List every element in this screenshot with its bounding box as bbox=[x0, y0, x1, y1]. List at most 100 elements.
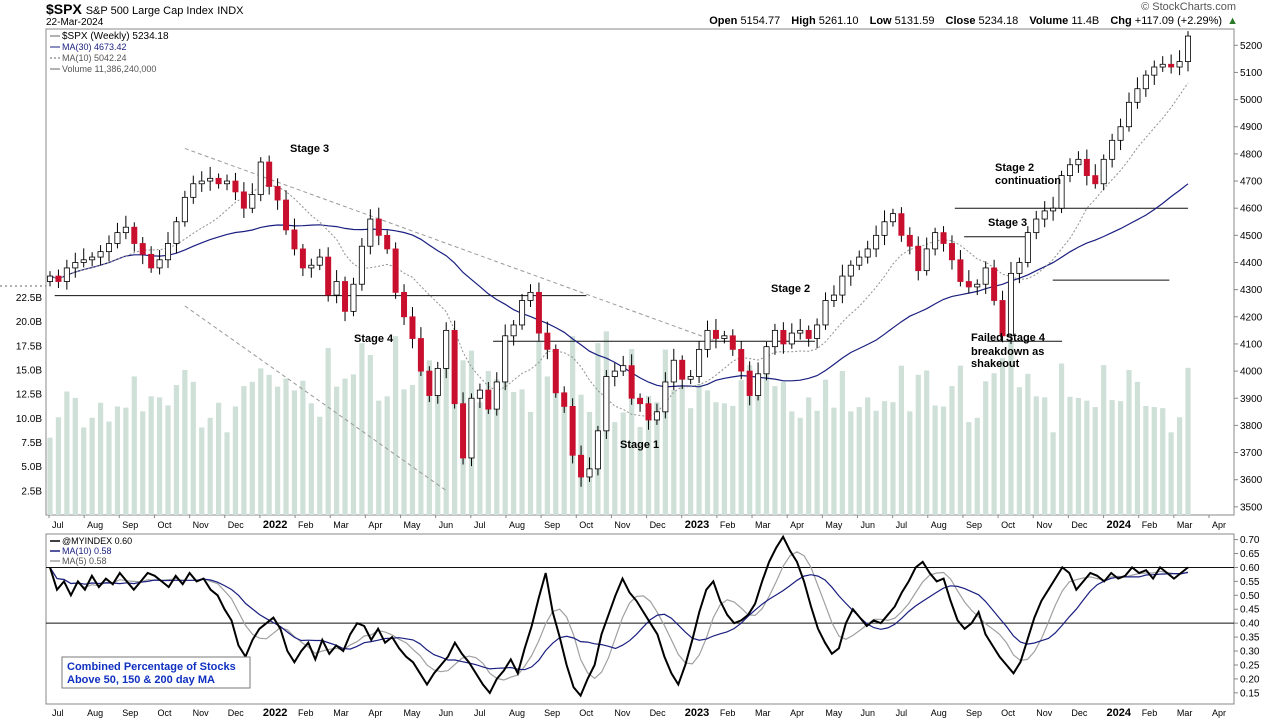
volume-bar bbox=[443, 347, 449, 515]
x-axis-label: Dec bbox=[228, 708, 245, 718]
candle-body bbox=[1159, 63, 1166, 68]
candle-body bbox=[586, 468, 593, 478]
candle-body bbox=[1142, 74, 1149, 90]
candle-body bbox=[755, 373, 762, 396]
indicator-panel: Jul Aug Sep Oct Nov Dec 2022 Feb Mar Apr May Jun Jul… bbox=[45, 533, 1260, 719]
candle-body bbox=[898, 213, 905, 236]
volume-bar bbox=[999, 358, 1006, 515]
indicator-tick-label: 0.50 bbox=[1240, 591, 1260, 602]
price-tick-label: 5100 bbox=[1240, 68, 1263, 79]
candle-body bbox=[156, 259, 163, 269]
x-axis-label: May bbox=[825, 708, 843, 718]
candle-body bbox=[165, 243, 172, 261]
candle-body bbox=[1016, 262, 1023, 274]
x-axis-label: Aug bbox=[509, 708, 525, 718]
candle-body bbox=[274, 186, 281, 201]
volume-bar bbox=[258, 368, 264, 515]
volume-bar bbox=[856, 407, 862, 515]
price-tick-label: 4900 bbox=[1240, 122, 1263, 133]
volume-bar bbox=[232, 406, 239, 515]
volume-bar bbox=[1008, 341, 1014, 515]
candle-body bbox=[729, 335, 736, 350]
price-tick-label: 4400 bbox=[1240, 258, 1263, 269]
volume-bar bbox=[839, 371, 845, 515]
x-axis-label: Feb bbox=[1142, 708, 1158, 718]
volume-bar bbox=[1025, 373, 1031, 515]
x-axis-label: Apr bbox=[368, 520, 382, 530]
indicator-panel-frame bbox=[45, 533, 1235, 705]
price-legend-entry: MA(10) 5042.24 bbox=[62, 53, 127, 63]
candle-body bbox=[561, 392, 568, 407]
volume-bar bbox=[426, 360, 432, 515]
candle-body bbox=[47, 275, 54, 282]
indicator-legend-entry: MA(5) 0.58 bbox=[62, 556, 107, 566]
candle-body bbox=[687, 376, 694, 380]
candle-body bbox=[552, 348, 559, 394]
x-axis-label: Dec bbox=[650, 520, 667, 530]
candle-body bbox=[653, 411, 660, 421]
candle-body bbox=[889, 213, 896, 223]
symbol-title: $SPX S&P 500 Large Cap Index INDX bbox=[46, 1, 244, 17]
volume-bar bbox=[1126, 370, 1132, 515]
indicator-tick-label: 0.65 bbox=[1240, 549, 1260, 560]
candle-body bbox=[122, 226, 129, 234]
indicator-tick-label: 0.30 bbox=[1240, 647, 1260, 658]
x-axis-label: Dec bbox=[1071, 520, 1088, 530]
volume-bar bbox=[974, 417, 980, 515]
candle-body bbox=[847, 264, 854, 277]
candle-body bbox=[594, 430, 601, 470]
candle-body bbox=[384, 234, 391, 250]
volume-bar bbox=[384, 396, 390, 515]
candle-body bbox=[417, 338, 424, 372]
price-tick-label: 3500 bbox=[1240, 502, 1263, 513]
volume-bar bbox=[738, 380, 744, 515]
price-tick-label: 5200 bbox=[1240, 41, 1263, 52]
candle-body bbox=[822, 300, 829, 326]
volume-bar bbox=[519, 389, 525, 515]
annotation-text: Stage 4 bbox=[354, 333, 394, 345]
volume-bar bbox=[435, 379, 441, 515]
candle-body bbox=[283, 199, 290, 231]
x-axis-label: Feb bbox=[298, 708, 314, 718]
price-tick-label: 4700 bbox=[1240, 177, 1263, 188]
volume-bar bbox=[1101, 365, 1107, 515]
indicator-tick-label: 0.45 bbox=[1240, 605, 1260, 616]
volume-bar bbox=[957, 365, 963, 515]
candle-body bbox=[1168, 63, 1175, 68]
candle-body bbox=[864, 248, 871, 258]
candle-body bbox=[207, 177, 214, 182]
candle-body bbox=[957, 259, 964, 282]
candle-body bbox=[1083, 158, 1090, 177]
candle-body bbox=[679, 359, 686, 380]
candle-body bbox=[342, 281, 349, 312]
x-axis-label: Mar bbox=[1177, 520, 1193, 530]
change-value: +117.09 (+2.29%) bbox=[1134, 15, 1223, 27]
x-axis-label: Mar bbox=[333, 520, 349, 530]
volume-bar bbox=[249, 381, 255, 515]
volume-bar bbox=[47, 437, 53, 515]
candle-body bbox=[443, 329, 450, 369]
candle-body bbox=[106, 243, 113, 253]
volume-bar bbox=[561, 396, 567, 515]
candle-body bbox=[628, 365, 635, 399]
price-tick-label: 3600 bbox=[1240, 475, 1263, 486]
indicator-ma10-line bbox=[49, 567, 1189, 671]
volume-tick-label: 10.0B bbox=[16, 414, 42, 425]
indicator-ma5-line bbox=[49, 551, 1189, 681]
x-axis-label: Aug bbox=[87, 708, 103, 718]
chart-date: 22-Mar-2024 bbox=[46, 17, 104, 28]
candle-body bbox=[1109, 139, 1116, 160]
volume-bar bbox=[376, 400, 382, 515]
volume-bar bbox=[865, 397, 871, 515]
x-axis-label: Aug bbox=[509, 520, 525, 530]
volume-bar bbox=[477, 402, 483, 515]
volume-bar bbox=[940, 406, 947, 515]
candle-body bbox=[1134, 88, 1141, 103]
x-axis-label: Jun bbox=[860, 520, 875, 530]
volume-value: 11.4B bbox=[1071, 15, 1100, 27]
x-axis-label: Nov bbox=[614, 520, 631, 530]
candle-body bbox=[704, 329, 711, 350]
volume-bar bbox=[881, 401, 888, 515]
volume-bar bbox=[97, 402, 104, 515]
candle-body bbox=[932, 232, 939, 250]
